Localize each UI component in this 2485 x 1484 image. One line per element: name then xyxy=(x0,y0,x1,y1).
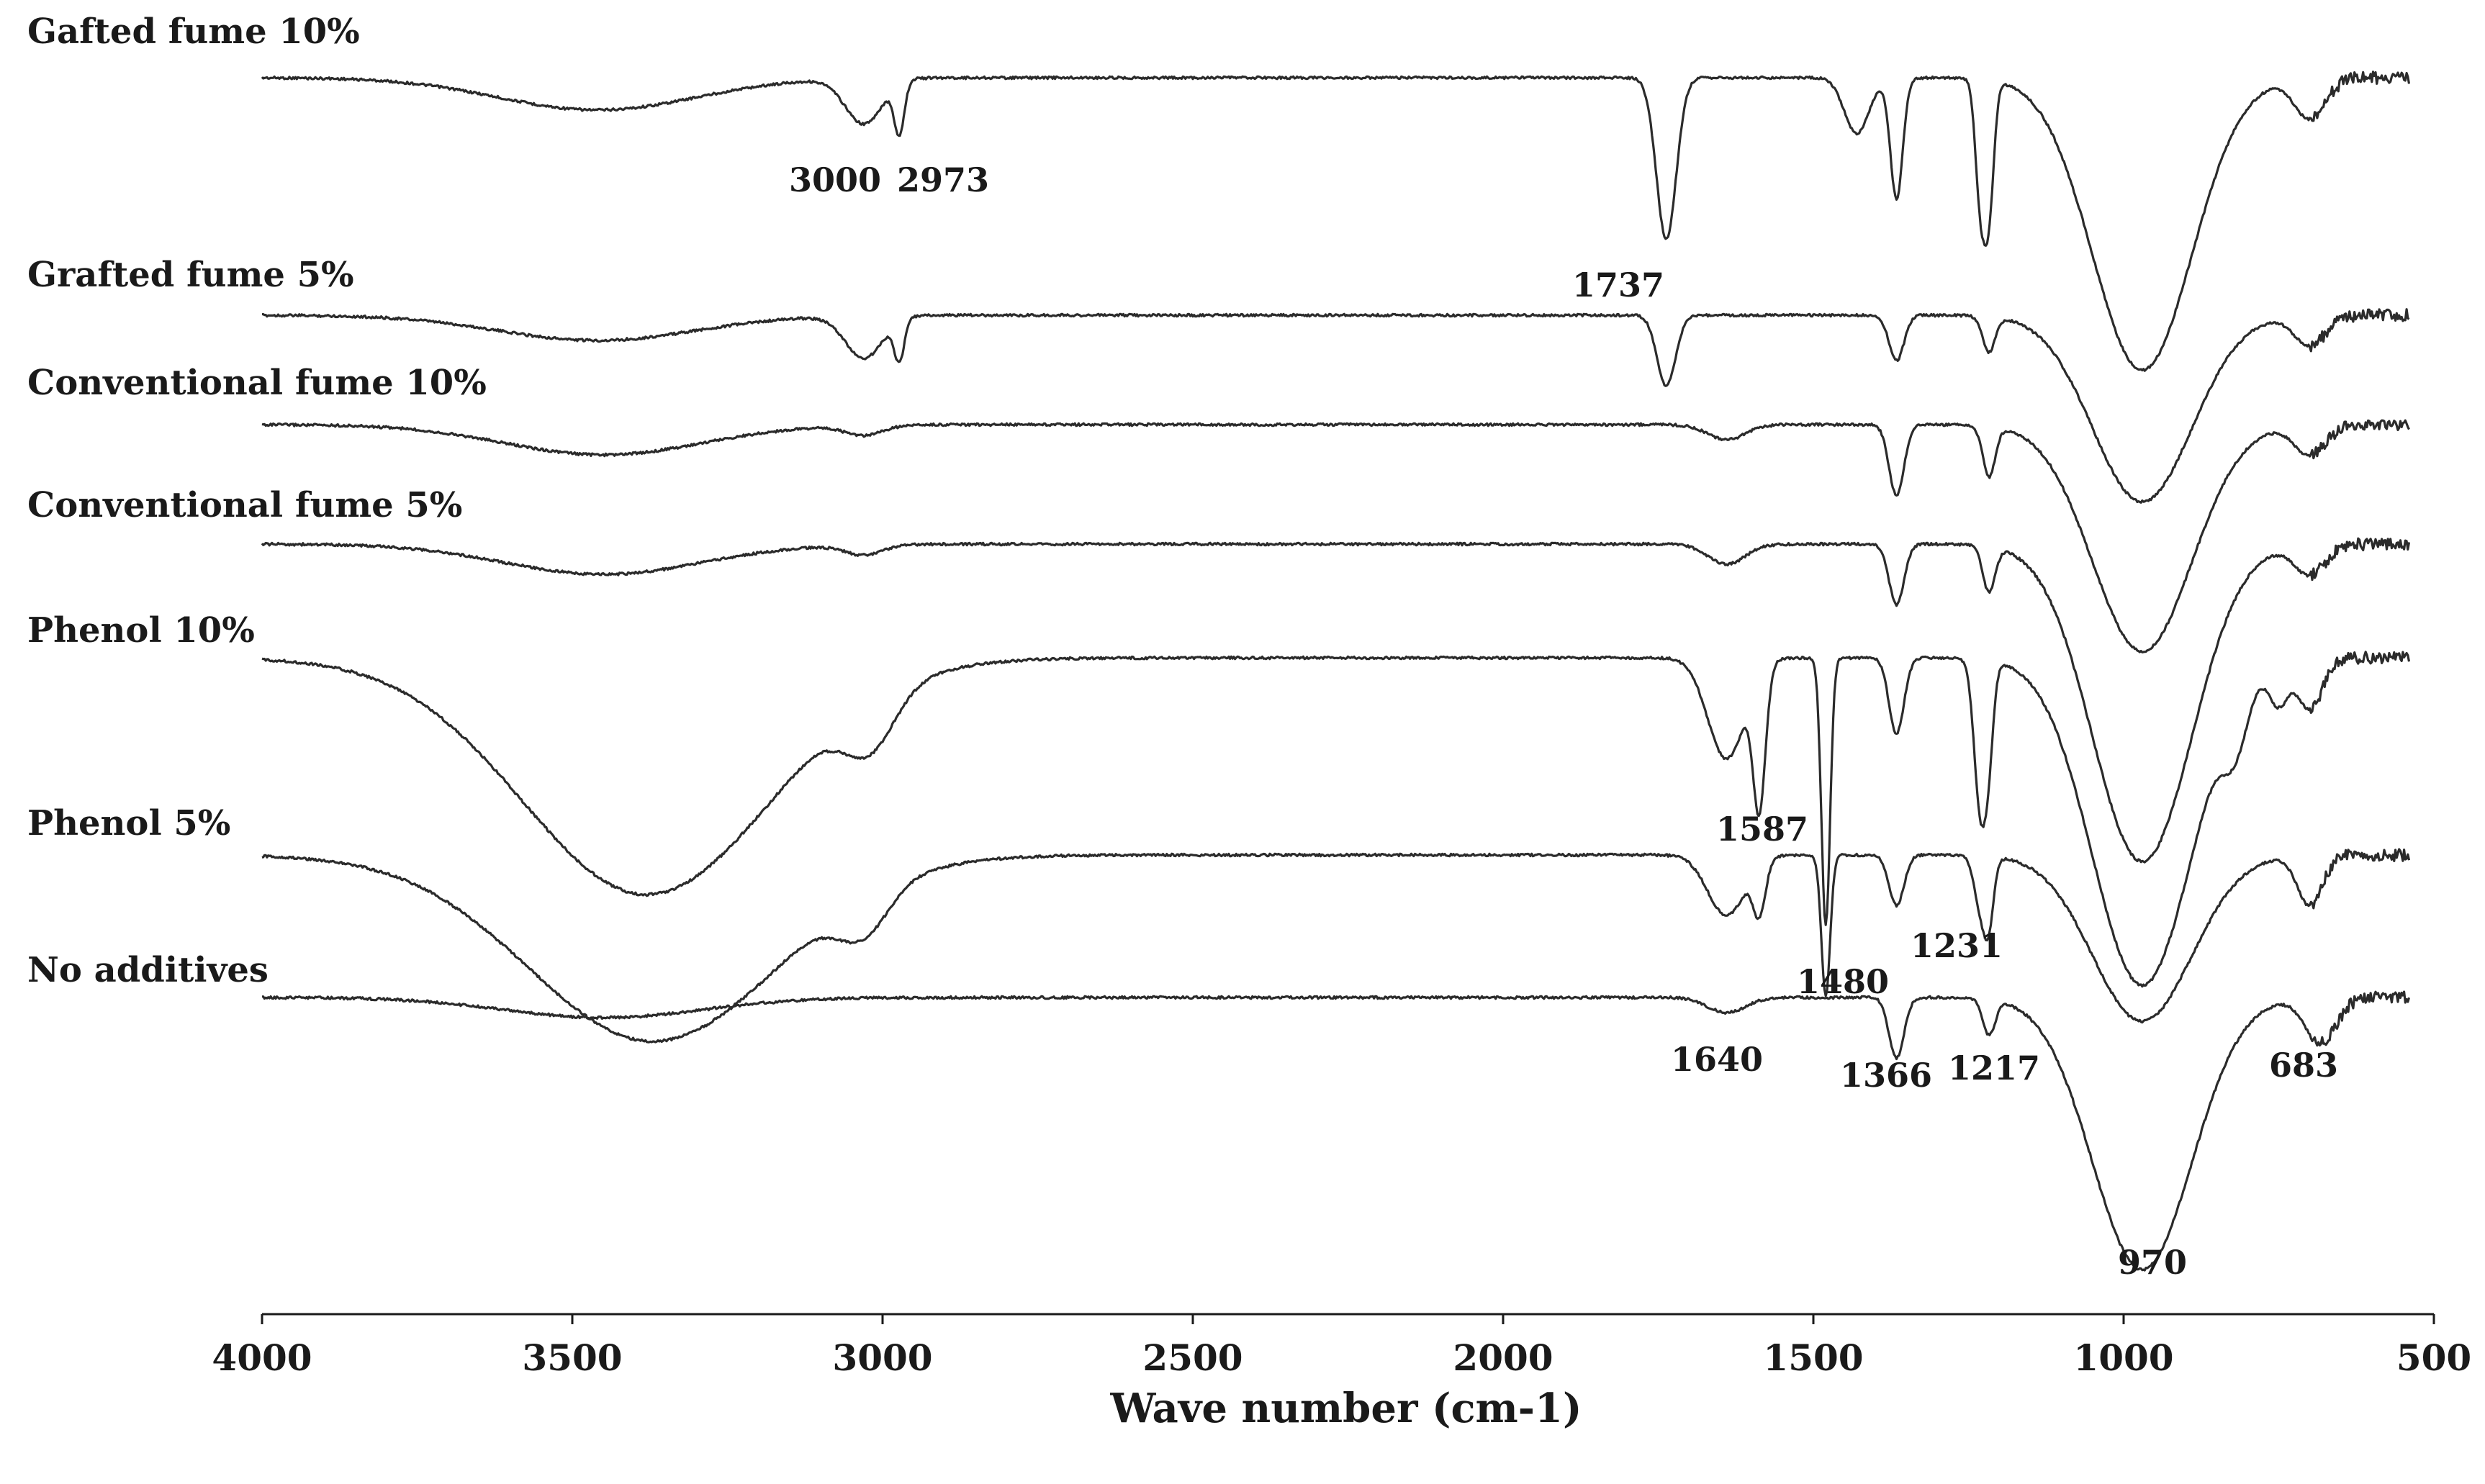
spectrum-line-no-additives xyxy=(261,990,2411,1272)
peak-label-1587: 1587 xyxy=(1716,810,1808,849)
spectrum-line-conventional-fume-5 xyxy=(261,537,2411,864)
x-axis: 4000 3500 3000 2500 2000 1500 1000 500 Wave num… xyxy=(212,1313,2471,1432)
peak-label-683: 683 xyxy=(2269,1046,2338,1085)
x-tick-label-2500: 2500 xyxy=(1142,1336,1242,1379)
x-tick-label-3500: 3500 xyxy=(522,1336,622,1379)
peak-label-970: 970 xyxy=(2118,1243,2187,1282)
x-axis-tick-labels: 4000 3500 3000 2500 2000 1500 1000 500 xyxy=(212,1336,2471,1379)
x-axis-tick-marks xyxy=(261,1314,2435,1324)
series-label-conventional-fume-5: Conventional fume 5% xyxy=(27,485,462,525)
peak-label-1217: 1217 xyxy=(1948,1049,2040,1087)
series-label-grafted-fume-5: Grafted fume 5% xyxy=(27,255,354,295)
peak-label-1640: 1640 xyxy=(1671,1040,1763,1079)
x-tick-label-1500: 1500 xyxy=(1763,1336,1863,1379)
x-tick-label-2000: 2000 xyxy=(1453,1336,1553,1379)
x-axis-title: Wave number (cm-1) xyxy=(1110,1385,1582,1432)
spectrum-line-gafted-fume-10 xyxy=(261,71,2411,372)
x-tick-label-500: 500 xyxy=(2396,1336,2471,1379)
x-tick-label-1000: 1000 xyxy=(2073,1336,2173,1379)
spectrum-line-phenol-10 xyxy=(261,651,2411,988)
series-label-no-additives: No additives xyxy=(27,950,269,990)
x-tick-label-4000: 4000 xyxy=(212,1336,312,1379)
spectra-group xyxy=(261,71,2411,1272)
series-labels: Gafted fume 10% Grafted fume 5% Conventi… xyxy=(27,12,487,990)
series-label-phenol-10: Phenol 10% xyxy=(27,610,255,651)
peak-label-1737: 1737 xyxy=(1572,266,1664,304)
peak-label-1366: 1366 xyxy=(1840,1056,1932,1095)
spectrum-line-grafted-fume-5 xyxy=(261,308,2410,504)
series-label-gafted-fume-10: Gafted fume 10% xyxy=(27,12,360,52)
spectrum-line-phenol-5 xyxy=(261,848,2411,1044)
series-label-phenol-5: Phenol 5% xyxy=(27,803,230,843)
peak-label-2973: 2973 xyxy=(897,160,989,199)
series-label-conventional-fume-10: Conventional fume 10% xyxy=(27,363,487,403)
peak-annotations: 3000 2973 1737 1587 1480 1231 1640 1366 … xyxy=(789,160,2338,1282)
peak-label-1231: 1231 xyxy=(1911,926,2003,965)
peak-label-3000: 3000 xyxy=(789,160,881,199)
peak-label-1480: 1480 xyxy=(1797,962,1889,1001)
spectrum-line-conventional-fume-10 xyxy=(261,419,2410,653)
x-tick-label-3000: 3000 xyxy=(832,1336,932,1379)
